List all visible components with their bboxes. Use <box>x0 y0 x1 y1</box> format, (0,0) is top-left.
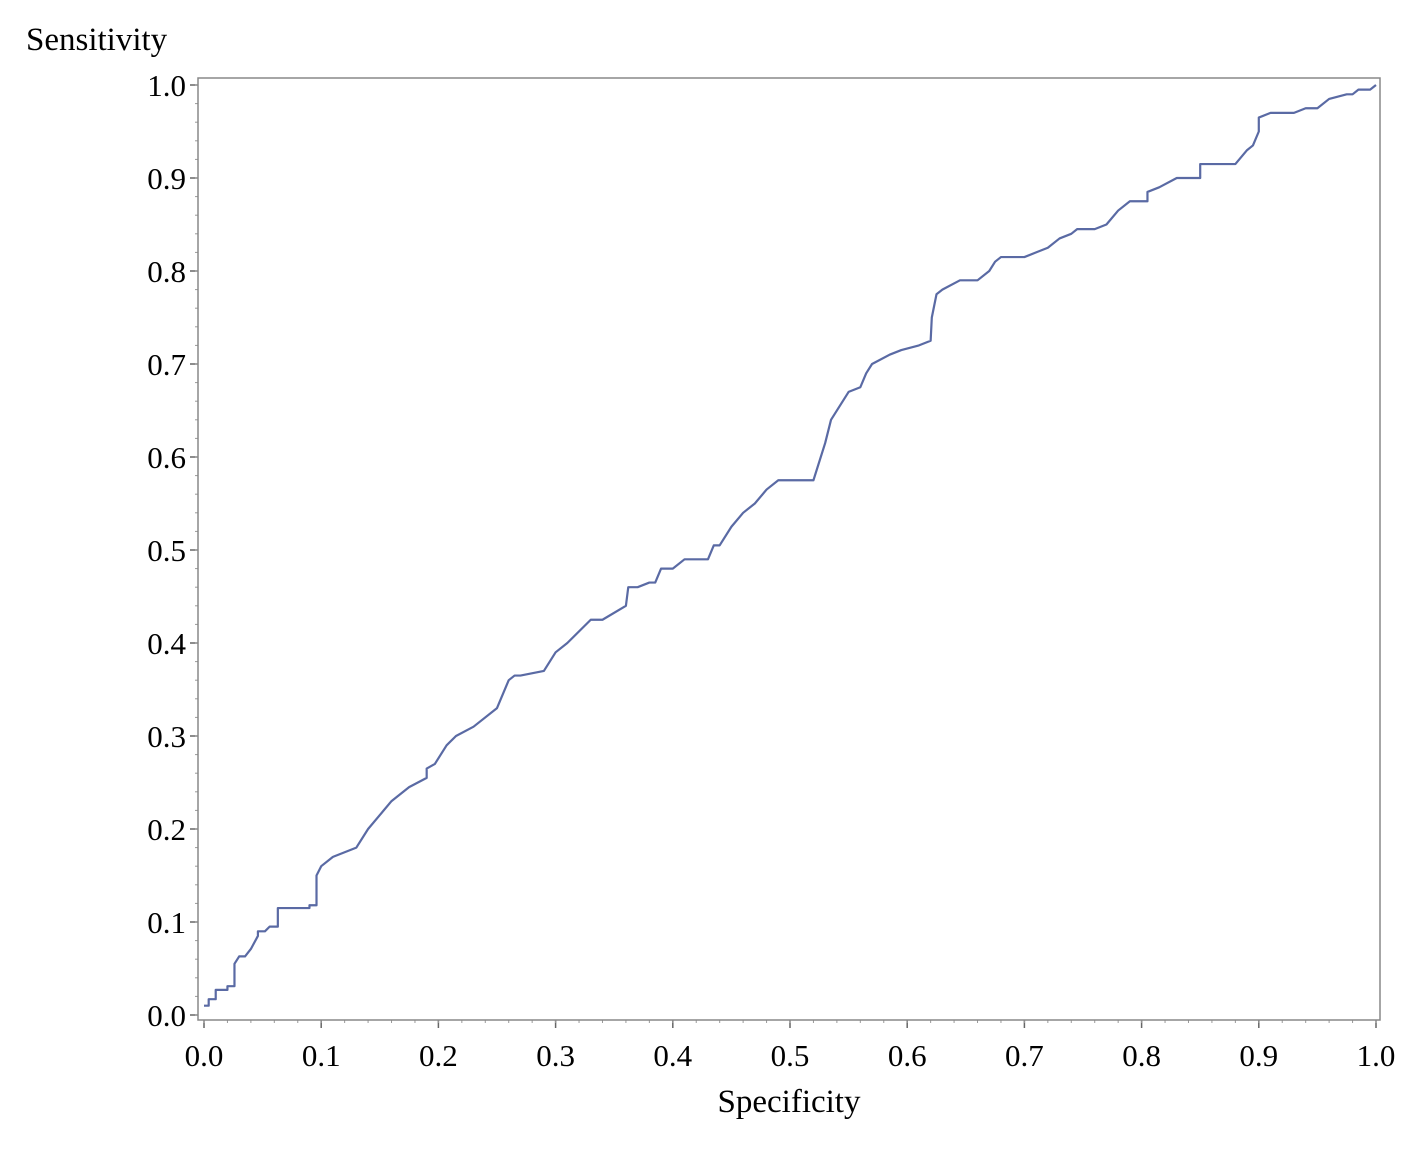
ticks-layer <box>190 84 1377 1028</box>
y-tick-label: 0.9 <box>147 161 186 196</box>
x-tick-label: 0.9 <box>1239 1038 1278 1073</box>
x-tick-label: 0.7 <box>1005 1038 1044 1073</box>
y-tick-label: 1.0 <box>147 68 186 103</box>
x-tick-label: 0.6 <box>888 1038 927 1073</box>
x-tick-label: 0.1 <box>302 1038 341 1073</box>
y-axis-label: Sensitivity <box>26 22 168 58</box>
y-tick-label: 0.3 <box>147 719 186 754</box>
labels-layer: 0.0 0.1 0.2 0.3 0.4 0.5 0.6 0.7 0.8 0.9 1.0 0.0 0.1 0… <box>147 68 1395 1073</box>
x-tick-label: 0.8 <box>1122 1038 1161 1073</box>
x-axis-label: Specificity <box>718 1084 861 1120</box>
x-tick-label: 0.0 <box>185 1038 224 1073</box>
x-tick-label: 0.5 <box>771 1038 810 1073</box>
x-tick-label: 0.4 <box>653 1038 692 1073</box>
y-tick-label: 0.1 <box>147 905 186 940</box>
y-tick-label: 0.4 <box>147 626 186 661</box>
x-tick-label: 0.2 <box>419 1038 458 1073</box>
x-tick-label: 1.0 <box>1357 1038 1396 1073</box>
y-tick-label: 0.7 <box>147 347 186 382</box>
plot-frame <box>197 77 1381 1021</box>
roc-curve-line <box>204 84 1377 1007</box>
y-tick-label: 0.8 <box>147 254 186 289</box>
x-tick-label: 0.3 <box>536 1038 575 1073</box>
y-tick-label: 0.6 <box>147 440 186 475</box>
y-tick-label: 0.2 <box>147 812 186 847</box>
y-tick-label: 0.5 <box>147 533 186 568</box>
y-tick-label: 0.0 <box>147 998 186 1033</box>
minor-ticks-layer <box>195 84 1377 1023</box>
